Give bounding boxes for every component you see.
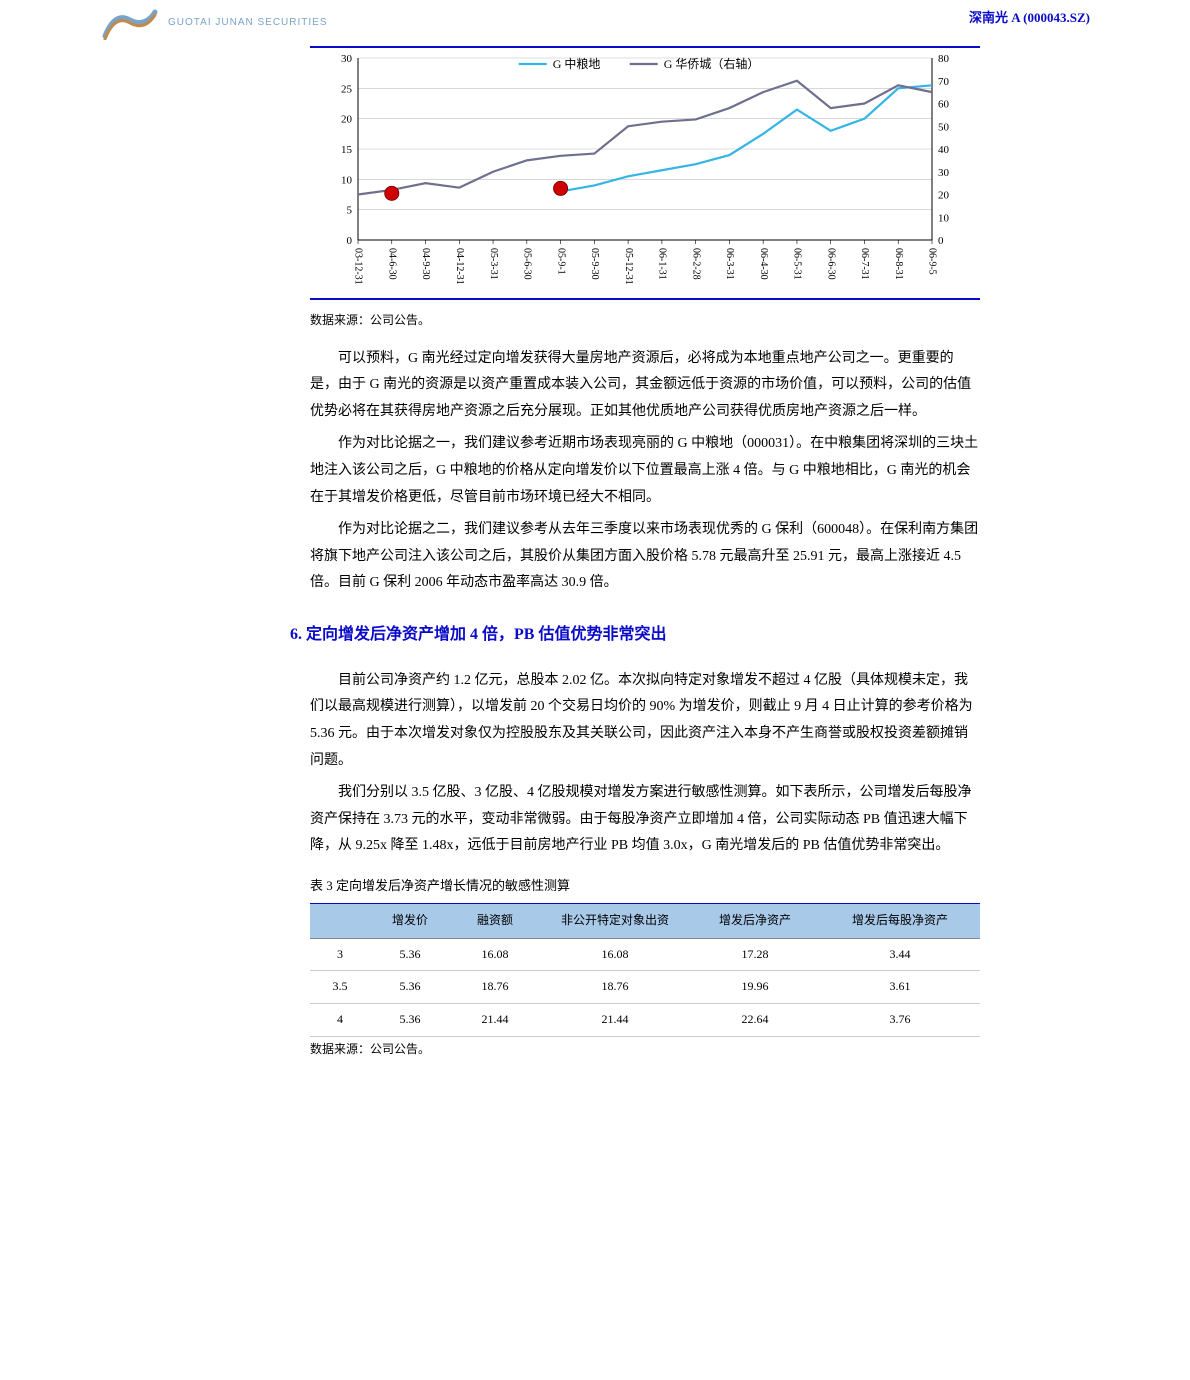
svg-text:40: 40 [938, 144, 950, 156]
table-cell: 5.36 [370, 1004, 450, 1037]
table-title: 表 3 定向增发后净资产增长情况的敏感性测算 [310, 874, 1090, 897]
table-cell: 18.76 [540, 971, 690, 1004]
svg-text:30: 30 [938, 167, 950, 179]
svg-text:25: 25 [341, 83, 353, 95]
body-paragraph: 可以预料，G 南光经过定向增发获得大量房地产资源后，必将成为本地重点地产公司之一… [310, 346, 980, 426]
chart-source: 数据来源：公司公告。 [310, 310, 1090, 332]
table-header-row: 增发价融资额非公开特定对象出资增发后净资产增发后每股净资产 [310, 904, 980, 939]
svg-text:04-12-31: 04-12-31 [454, 248, 465, 285]
table-cell: 5.36 [370, 938, 450, 971]
svg-text:G 中粮地: G 中粮地 [553, 56, 601, 71]
section-heading: 6. 定向增发后净资产增加 4 倍，PB 估值优势非常突出 [290, 621, 1090, 650]
svg-text:05-9-30: 05-9-30 [589, 248, 600, 280]
table-cell: 16.08 [540, 938, 690, 971]
table-cell: 3.44 [820, 938, 980, 971]
table-header-cell: 增发后净资产 [690, 904, 820, 939]
table-cell: 22.64 [690, 1004, 820, 1037]
table-cell: 21.44 [540, 1004, 690, 1037]
svg-text:60: 60 [938, 99, 950, 111]
stock-code: 深南光 A (000043.SZ) [969, 6, 1090, 29]
svg-text:10: 10 [341, 174, 353, 186]
svg-text:15: 15 [341, 144, 353, 156]
svg-text:06-6-30: 06-6-30 [825, 248, 836, 280]
section-paragraph: 我们分别以 3.5 亿股、3 亿股、4 亿股规模对增发方案进行敏感性测算。如下表… [310, 780, 980, 860]
table-cell: 16.08 [450, 938, 540, 971]
logo-box: GUOTAI JUNAN SECURITIES [100, 6, 328, 40]
svg-text:06-8-31: 06-8-31 [893, 248, 904, 280]
comparison-chart: 0 5 10 15 20 25 30 0 10 20 30 40 50 60 70 80 03-12-31 04-… [310, 46, 980, 300]
table-cell: 3 [310, 938, 370, 971]
table-cell: 3.61 [820, 971, 980, 1004]
svg-text:10: 10 [938, 212, 950, 224]
body-paragraph: 作为对比论据之一，我们建议参考近期市场表现亮丽的 G 中粮地（000031）。在… [310, 431, 980, 511]
svg-text:20: 20 [341, 114, 353, 126]
table-source: 数据来源：公司公告。 [310, 1039, 1090, 1061]
svg-text:04-9-30: 04-9-30 [420, 248, 431, 280]
svg-text:0: 0 [938, 235, 944, 247]
svg-text:06-7-31: 06-7-31 [859, 248, 870, 280]
svg-text:06-4-30: 06-4-30 [758, 248, 769, 280]
table-row: 35.3616.0816.0817.283.44 [310, 938, 980, 971]
table-header-cell: 融资额 [450, 904, 540, 939]
svg-text:06-9-5: 06-9-5 [927, 248, 938, 275]
table-row: 45.3621.4421.4422.643.76 [310, 1004, 980, 1037]
table-header-cell: 增发价 [370, 904, 450, 939]
table-cell: 18.76 [450, 971, 540, 1004]
svg-text:03-12-31: 03-12-31 [353, 248, 364, 285]
table-row: 3.55.3618.7618.7619.963.61 [310, 971, 980, 1004]
svg-text:05-12-31: 05-12-31 [623, 248, 634, 285]
svg-text:06-5-31: 06-5-31 [792, 248, 803, 280]
table-cell: 19.96 [690, 971, 820, 1004]
svg-text:70: 70 [938, 76, 950, 88]
svg-text:80: 80 [938, 53, 950, 65]
table-header-cell [310, 904, 370, 939]
table-header-cell: 非公开特定对象出资 [540, 904, 690, 939]
chart-svg: 0 5 10 15 20 25 30 0 10 20 30 40 50 60 70 80 03-12-31 04-… [310, 48, 980, 298]
svg-text:05-3-31: 05-3-31 [488, 248, 499, 280]
table-cell: 17.28 [690, 938, 820, 971]
company-logo-icon [100, 6, 160, 40]
svg-text:05-9-1: 05-9-1 [555, 248, 566, 275]
table-cell: 3.76 [820, 1004, 980, 1037]
svg-text:06-1-31: 06-1-31 [657, 248, 668, 280]
svg-text:06-2-28: 06-2-28 [690, 248, 701, 280]
svg-text:50: 50 [938, 121, 950, 133]
svg-text:06-3-31: 06-3-31 [724, 248, 735, 280]
svg-text:30: 30 [341, 53, 353, 65]
svg-text:5: 5 [347, 205, 353, 217]
company-logo-text: GUOTAI JUNAN SECURITIES [168, 14, 328, 32]
page-header: GUOTAI JUNAN SECURITIES 深南光 A (000043.SZ… [100, 0, 1090, 40]
table-cell: 4 [310, 1004, 370, 1037]
svg-text:G 华侨城（右轴）: G 华侨城（右轴） [664, 56, 760, 71]
table-cell: 3.5 [310, 971, 370, 1004]
table-cell: 5.36 [370, 971, 450, 1004]
section-paragraph: 目前公司净资产约 1.2 亿元，总股本 2.02 亿。本次拟向特定对象增发不超过… [310, 668, 980, 774]
sensitivity-table: 增发价融资额非公开特定对象出资增发后净资产增发后每股净资产 35.3616.08… [310, 903, 980, 1036]
svg-text:20: 20 [938, 190, 950, 202]
svg-text:05-6-30: 05-6-30 [522, 248, 533, 280]
body-paragraph: 作为对比论据之二，我们建议参考从去年三季度以来市场表现优秀的 G 保利（6000… [310, 517, 980, 597]
table-cell: 21.44 [450, 1004, 540, 1037]
svg-text:0: 0 [347, 235, 353, 247]
svg-text:04-6-30: 04-6-30 [386, 248, 397, 280]
table-header-cell: 增发后每股净资产 [820, 904, 980, 939]
